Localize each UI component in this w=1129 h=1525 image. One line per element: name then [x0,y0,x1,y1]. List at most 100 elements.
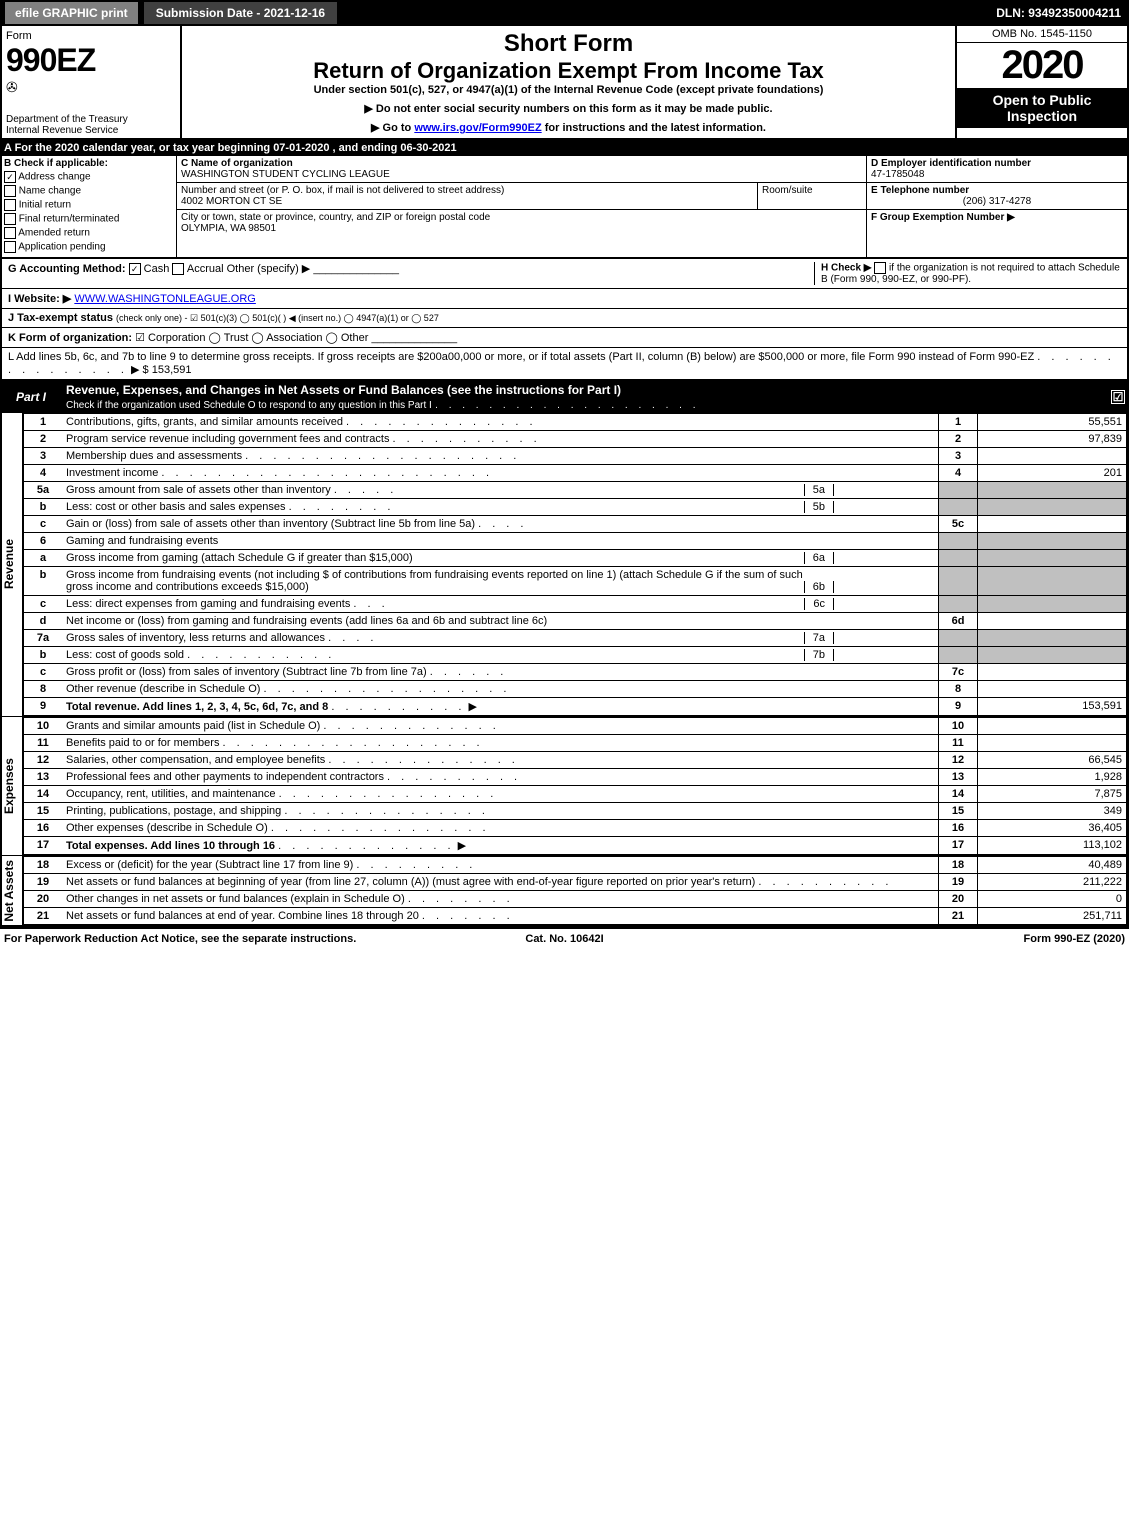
privacy-notice: ▶ Do not enter social security numbers o… [186,102,951,115]
accounting-method: G Accounting Method: ✓ Cash Accrual Othe… [8,262,814,285]
form-of-organization: K Form of organization: ☑ Corporation ◯ … [2,328,1127,348]
line-19: 19Net assets or fund balances at beginni… [24,874,1127,891]
line-16: 16Other expenses (describe in Schedule O… [24,820,1127,837]
line-6c: cLess: direct expenses from gaming and f… [24,596,1127,613]
main-title: Return of Organization Exempt From Incom… [186,58,951,84]
line-8-amount [978,681,1127,698]
short-form-label: Short Form [186,30,951,58]
final-return-checkbox[interactable] [4,213,16,225]
revenue-section: Revenue 1Contributions, gifts, grants, a… [0,413,1129,717]
application-pending-checkbox[interactable] [4,241,16,253]
amended-return-label: Amended return [18,228,90,239]
line-14-amount: 7,875 [978,786,1127,803]
line-2: 2Program service revenue including gover… [24,431,1127,448]
line-6a: aGross income from gaming (attach Schedu… [24,550,1127,567]
cash-checkbox[interactable]: ✓ [129,263,141,275]
meta-section: G Accounting Method: ✓ Cash Accrual Othe… [0,259,1129,381]
initial-return-checkbox[interactable] [4,199,16,211]
line-17: 17Total expenses. Add lines 10 through 1… [24,837,1127,855]
line-13-amount: 1,928 [978,769,1127,786]
tax-exempt-status: J Tax-exempt status (check only one) - ☑… [2,309,1127,328]
line-1-amount: 55,551 [978,414,1127,431]
website-row: I Website: ▶ WWW.WASHINGTONLEAGUE.ORG [2,289,1127,309]
amended-return-checkbox[interactable] [4,227,16,239]
line-7c-amount [978,664,1127,681]
line-20: 20Other changes in net assets or fund ba… [24,891,1127,908]
accrual-checkbox[interactable] [172,263,184,275]
website-notice: ▶ Go to www.irs.gov/Form990EZ for instru… [186,121,951,134]
part-1-header: Part I Revenue, Expenses, and Changes in… [0,381,1129,413]
form-year-block: OMB No. 1545-1150 2020 Open to Public In… [955,26,1127,138]
address-change-checkbox[interactable]: ✓ [4,171,16,183]
line-5c-amount [978,516,1127,533]
line-3: 3Membership dues and assessments . . . .… [24,448,1127,465]
line-6d-amount [978,613,1127,630]
ein-value: 47-1785048 [871,169,1123,180]
form-title-block: Short Form Return of Organization Exempt… [182,26,955,138]
schedule-b-checkbox[interactable] [874,262,886,274]
org-name-label: C Name of organization [181,158,862,169]
paperwork-notice: For Paperwork Reduction Act Notice, see … [4,933,378,945]
address-change-label: Address change [18,172,90,183]
irs-link[interactable]: www.irs.gov/Form990EZ [414,122,541,134]
dln-number: DLN: 93492350004211 [996,6,1129,20]
line-5a: 5aGross amount from sale of assets other… [24,482,1127,499]
line-2-amount: 97,839 [978,431,1127,448]
application-pending-label: Application pending [18,242,105,253]
tax-year: 2020 [957,43,1127,88]
section-def: D Employer identification number 47-1785… [866,156,1127,257]
net-assets-vertical-label: Net Assets [2,860,22,922]
revenue-vertical-label: Revenue [2,539,22,589]
form-id-block: Form 990EZ ✇ Department of the Treasury … [2,26,182,138]
treasury-seal-icon: ✇ [6,79,176,96]
line-9: 9Total revenue. Add lines 1, 2, 3, 4, 5c… [24,698,1127,716]
expenses-table: 10Grants and similar amounts paid (list … [23,717,1127,855]
line-12-amount: 66,545 [978,752,1127,769]
city-label: City or town, state or province, country… [181,212,862,223]
revenue-table: 1Contributions, gifts, grants, and simil… [23,413,1127,716]
section-c: C Name of organization WASHINGTON STUDEN… [177,156,866,257]
line-7c: cGross profit or (loss) from sales of in… [24,664,1127,681]
line-11: 11Benefits paid to or for members . . . … [24,735,1127,752]
line-8: 8Other revenue (describe in Schedule O) … [24,681,1127,698]
schedule-b-check: H Check ▶ if the organization is not req… [814,262,1121,285]
section-b: B Check if applicable: ✓ Address change … [2,156,177,257]
section-b-label: B Check if applicable: [4,158,174,169]
subtitle: Under section 501(c), 527, or 4947(a)(1)… [186,84,951,96]
line-6d: dNet income or (loss) from gaming and fu… [24,613,1127,630]
name-change-checkbox[interactable] [4,185,16,197]
efile-print-button[interactable]: efile GRAPHIC print [4,1,139,25]
line-13: 13Professional fees and other payments t… [24,769,1127,786]
part-1-schedule-o-checkbox[interactable]: ☑ [1111,390,1125,404]
part-1-subtitle: Check if the organization used Schedule … [66,400,432,411]
phone-value: (206) 317-4278 [871,196,1123,207]
net-assets-table: 18Excess or (deficit) for the year (Subt… [23,856,1127,925]
line-4: 4Investment income . . . . . . . . . . .… [24,465,1127,482]
info-section: B Check if applicable: ✓ Address change … [0,156,1129,259]
line-5c: cGain or (loss) from sale of assets othe… [24,516,1127,533]
gross-receipts-note: L Add lines 5b, 6c, and 7b to line 9 to … [2,348,1127,379]
line-1: 1Contributions, gifts, grants, and simil… [24,414,1127,431]
line-16-amount: 36,405 [978,820,1127,837]
line-7b: bLess: cost of goods sold . . . . . . . … [24,647,1127,664]
line-11-amount [978,735,1127,752]
line-6: 6Gaming and fundraising events [24,533,1127,550]
page-footer: For Paperwork Reduction Act Notice, see … [0,927,1129,949]
ein-label: D Employer identification number [871,158,1123,169]
line-7a: 7aGross sales of inventory, less returns… [24,630,1127,647]
name-change-label: Name change [19,186,81,197]
line-15: 15Printing, publications, postage, and s… [24,803,1127,820]
org-website-link[interactable]: WWW.WASHINGTONLEAGUE.ORG [74,293,256,305]
tax-year-bar: A For the 2020 calendar year, or tax yea… [0,140,1129,156]
line-9-amount: 153,591 [978,698,1127,716]
line-5b: bLess: cost or other basis and sales exp… [24,499,1127,516]
line-15-amount: 349 [978,803,1127,820]
gross-receipts-amount: ▶ $ 153,591 [131,364,191,376]
top-bar: efile GRAPHIC print Submission Date - 20… [0,0,1129,26]
line-18-amount: 40,489 [978,857,1127,874]
line-21: 21Net assets or fund balances at end of … [24,908,1127,925]
phone-label: E Telephone number [871,185,1123,196]
line-4-amount: 201 [978,465,1127,482]
part-1-title: Revenue, Expenses, and Changes in Net As… [66,383,621,397]
expenses-vertical-label: Expenses [2,758,22,814]
